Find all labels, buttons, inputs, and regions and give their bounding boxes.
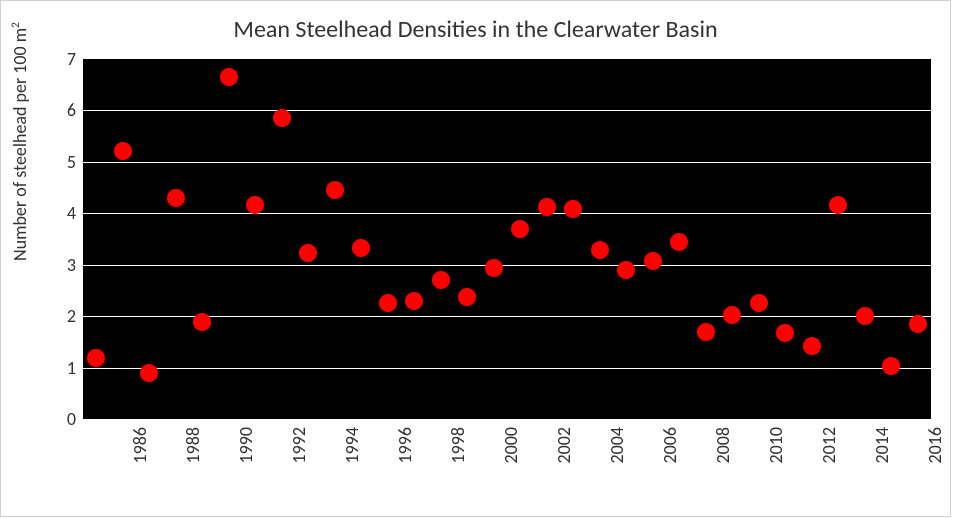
gridline xyxy=(83,368,931,369)
x-tick-label: 1996 xyxy=(394,427,416,464)
gridline xyxy=(83,213,931,214)
x-tick-label: 2014 xyxy=(871,427,893,464)
x-tick-label: 2016 xyxy=(924,427,946,464)
data-point xyxy=(326,181,344,199)
x-tick-label: 2010 xyxy=(765,427,787,464)
y-tick-label: 3 xyxy=(56,254,76,276)
data-point xyxy=(299,244,317,262)
x-tick-label: 2000 xyxy=(500,427,522,464)
data-point xyxy=(485,259,503,277)
data-point xyxy=(803,337,821,355)
gridline xyxy=(83,265,931,266)
data-point xyxy=(723,306,741,324)
data-point xyxy=(776,324,794,342)
data-point xyxy=(432,271,450,289)
gridline xyxy=(83,162,931,163)
y-tick-label: 7 xyxy=(56,48,76,70)
gridline xyxy=(83,110,931,111)
data-point xyxy=(114,142,132,160)
data-point xyxy=(909,315,927,333)
data-point xyxy=(379,294,397,312)
x-tick-label: 2004 xyxy=(606,427,628,464)
x-tick-label: 2008 xyxy=(712,427,734,464)
data-point xyxy=(246,196,264,214)
y-tick-label: 6 xyxy=(56,99,76,121)
x-tick-label: 1988 xyxy=(182,427,204,464)
chart-title: Mean Steelhead Densities in the Clearwat… xyxy=(1,15,950,44)
data-point xyxy=(670,233,688,251)
y-tick-label: 4 xyxy=(56,202,76,224)
data-point xyxy=(617,261,635,279)
gridline xyxy=(83,316,931,317)
y-tick-label: 1 xyxy=(56,357,76,379)
data-point xyxy=(538,198,556,216)
data-point xyxy=(273,109,291,127)
data-point xyxy=(750,294,768,312)
data-point xyxy=(167,189,185,207)
data-point xyxy=(697,323,715,341)
data-point xyxy=(458,288,476,306)
y-tick-label: 0 xyxy=(56,408,76,430)
x-tick-label: 1986 xyxy=(129,427,151,464)
data-point xyxy=(856,307,874,325)
y-tick-label: 5 xyxy=(56,151,76,173)
chart-container: Mean Steelhead Densities in the Clearwat… xyxy=(0,0,951,517)
data-point xyxy=(140,364,158,382)
x-tick-label: 1998 xyxy=(447,427,469,464)
data-point xyxy=(220,68,238,86)
data-point xyxy=(87,349,105,367)
data-point xyxy=(829,196,847,214)
data-point xyxy=(882,357,900,375)
data-point xyxy=(405,292,423,310)
x-tick-label: 1990 xyxy=(235,427,257,464)
x-tick-label: 1994 xyxy=(341,427,363,464)
plot-area xyxy=(83,59,931,419)
data-point xyxy=(591,241,609,259)
data-point xyxy=(511,220,529,238)
data-point xyxy=(193,313,211,331)
y-axis-label: Number of steelhead per 100 m2 xyxy=(9,22,31,261)
data-point xyxy=(564,200,582,218)
data-point xyxy=(644,252,662,270)
x-tick-label: 2006 xyxy=(659,427,681,464)
y-tick-label: 2 xyxy=(56,305,76,327)
x-tick-label: 2002 xyxy=(553,427,575,464)
x-tick-label: 2012 xyxy=(818,427,840,464)
data-point xyxy=(352,239,370,257)
x-tick-label: 1992 xyxy=(288,427,310,464)
